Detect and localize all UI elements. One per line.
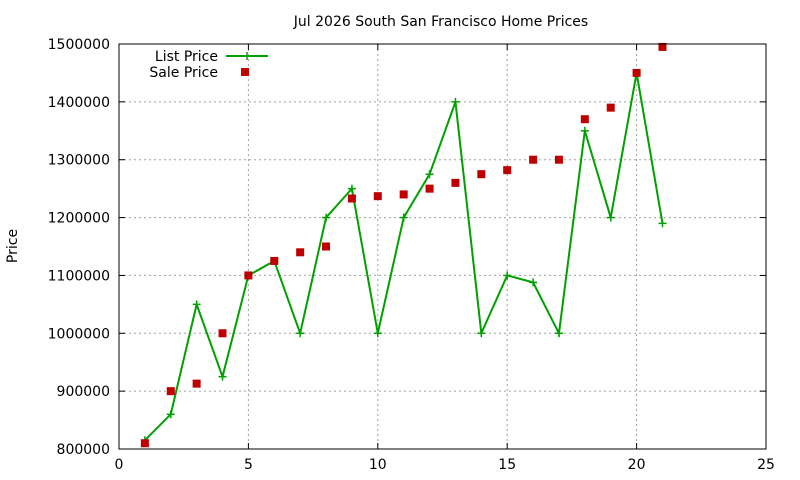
legend-plus-marker [243,52,251,60]
legend-swatch-sale-price [241,68,249,76]
list-price-point [554,329,563,338]
sale-price-point [373,192,382,201]
sale-price-point [270,256,279,265]
axis-ticks [118,43,767,450]
list-price-point [451,97,460,106]
list-price-point [192,300,201,309]
tick-labels: 0 5 10 15 20 25 800000 900000 1000000 1100000 1200… [48,37,775,473]
sale-price-point [632,68,641,77]
sale-price-point [166,387,175,396]
sale-price-point [322,242,331,251]
list-price-point [477,329,486,338]
x-tick-label: 5 [244,457,253,473]
y-tick-label: 1000000 [48,326,110,342]
sale-price-point [503,166,512,175]
x-tick-label: 20 [628,457,646,473]
y-tick-label: 1100000 [48,268,110,284]
sale-price-point [554,155,563,164]
sale-price-point [244,271,253,280]
list-price-point [322,213,331,222]
plot-area [140,42,667,448]
sale-price-point [218,329,227,338]
grid [119,44,766,449]
y-tick-label: 800000 [57,442,110,458]
series-sale-price [140,42,667,448]
sale-price-point [658,42,667,51]
series-list-price [140,68,667,445]
sale-price-point [477,170,486,179]
list-price-point [218,372,227,381]
legend: List Price Sale Price [149,49,268,81]
y-tick-label: 1200000 [48,211,110,227]
list-price-point [399,213,408,222]
list-price-point [296,329,305,338]
x-tick-label: 15 [498,457,516,473]
y-tick-label: 900000 [57,384,110,400]
list-price-point [166,410,175,419]
y-tick-label: 1500000 [48,37,110,53]
list-price-point [425,170,434,179]
list-price-point [606,213,615,222]
list-price-point [580,126,589,135]
y-tick-label: 1400000 [48,95,110,111]
legend-swatch-list-price [226,52,268,60]
sale-price-point [192,379,201,388]
sale-price-point [580,115,589,124]
sale-price-point [347,194,356,203]
list-price-point [658,219,667,228]
list-price-point [347,184,356,193]
legend-label-list-price: List Price [155,49,218,65]
sale-price-point [296,248,305,257]
sale-price-point [451,178,460,187]
legend-label-sale-price: Sale Price [149,65,218,81]
x-tick-label: 25 [757,457,775,473]
sale-price-point [529,155,538,164]
y-tick-label: 1300000 [48,153,110,169]
y-axis-label: Price [5,229,21,263]
plot-frame [118,43,767,450]
legend-square-marker [241,68,249,76]
list-price-point [529,278,538,287]
sale-price-point [606,103,615,112]
x-tick-label: 0 [115,457,124,473]
list-price-point [503,271,512,280]
chart-title: Jul 2026 South San Francisco Home Prices [293,14,588,30]
list-price-point [373,329,382,338]
sale-price-point [140,439,149,448]
sale-price-point [425,184,434,193]
sale-price-point [399,190,408,199]
x-tick-label: 10 [369,457,387,473]
